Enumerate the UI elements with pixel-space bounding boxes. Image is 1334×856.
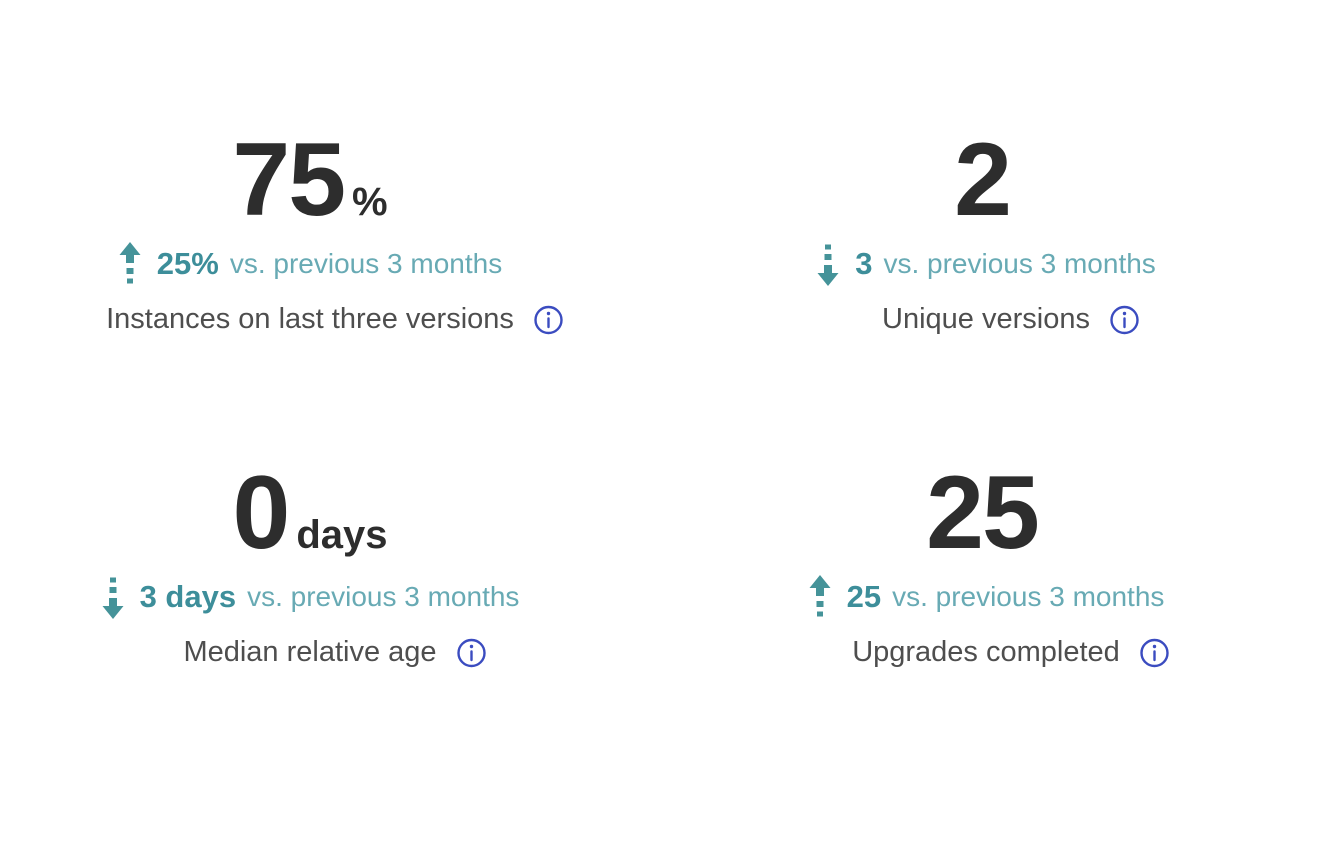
trend-row: 3 vs. previous 3 months [816,241,1156,287]
metric-value: 25 [926,455,1040,571]
trend-down-icon [816,242,840,286]
metric-label: Instances on last three versions [106,303,514,335]
info-icon[interactable] [456,637,487,668]
metric-value-row: 25 [926,461,1046,565]
metric-value-unit: % [352,180,388,224]
trend-comparison-text: vs. previous 3 months [883,248,1156,279]
metric-card-upgrades-completed: 25 25 vs. previous 3 months Upgrades com… [676,461,1296,669]
info-icon[interactable] [1109,304,1140,335]
metric-value: 2 [954,122,1012,238]
metric-label-row: Instances on last three versions [106,303,563,336]
info-icon[interactable] [1139,637,1170,668]
metric-value-unit: days [296,513,388,557]
trend-comparison-text: vs. previous 3 months [892,581,1165,612]
trend-row: 25 vs. previous 3 months [808,574,1165,620]
metric-label-row: Median relative age [183,636,486,669]
trend-up-icon [118,242,142,286]
metric-card-instances-on-last-three-versions: 75% 25% vs. previous 3 months Instances … [0,128,620,336]
metric-value: 0 [232,455,290,571]
trend-delta: 25% [156,246,219,281]
metric-label-row: Upgrades completed [852,636,1169,669]
trend-comparison-text: vs. previous 3 months [229,248,503,279]
metric-card-median-relative-age: 0 days 3 days vs. previous 3 months Media… [0,461,620,669]
trend-delta: 25 [846,579,882,614]
metric-label: Unique versions [882,303,1090,335]
metric-label: Upgrades completed [852,636,1120,668]
metric-label: Median relative age [183,636,437,668]
metric-value-row: 75% [232,128,387,232]
metric-value-row: 2 [954,128,1018,232]
trend-row: 3 days vs. previous 3 months [101,574,520,620]
metric-label-row: Unique versions [882,303,1139,336]
trend-row: 25% vs. previous 3 months [118,241,502,287]
trend-delta: 3 days [139,579,237,614]
trend-down-icon [101,575,125,619]
metric-card-unique-versions: 2 3 vs. previous 3 months Unique version… [676,128,1296,336]
trend-comparison-text: vs. previous 3 months [247,581,520,612]
trend-delta: 3 [855,246,873,281]
info-icon[interactable] [533,304,564,335]
trend-up-icon [808,575,832,619]
metric-value-row: 0 days [232,461,387,565]
metric-value: 75 [232,122,346,238]
